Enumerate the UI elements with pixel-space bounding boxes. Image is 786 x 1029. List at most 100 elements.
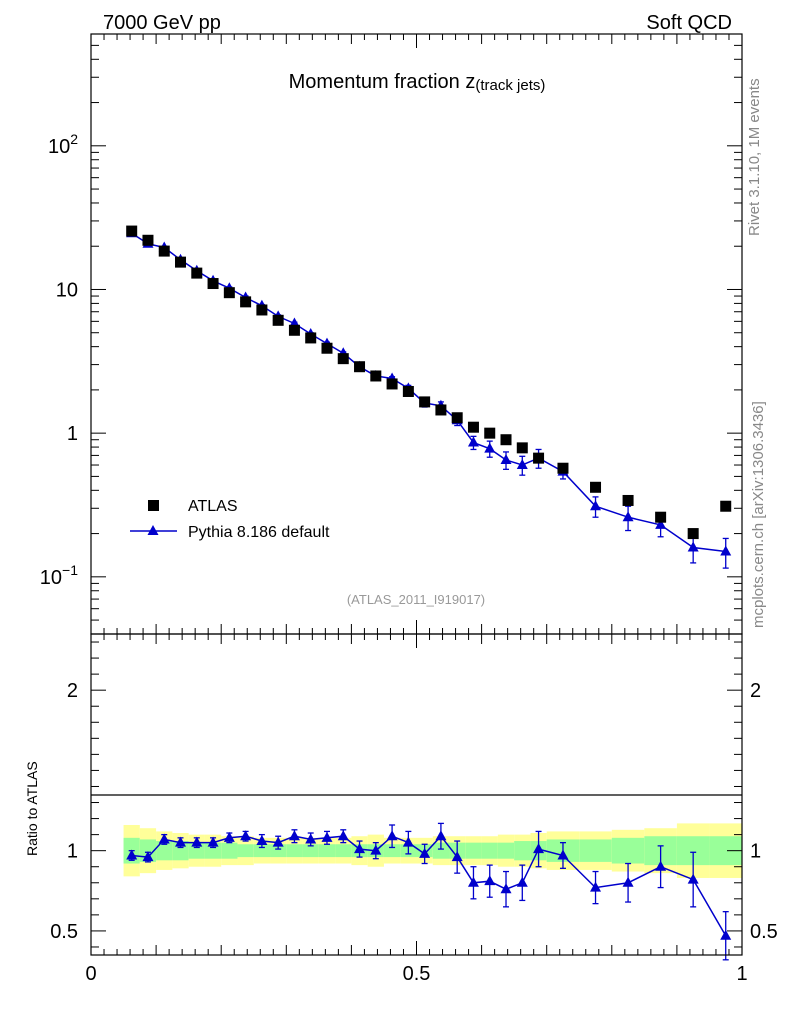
main-y-tick-label: 10−1 [40, 562, 78, 589]
ratio-band-inner [514, 841, 531, 861]
ratio-point [419, 847, 431, 858]
main-title: Momentum fraction z(track jets) [289, 71, 546, 94]
atlas-point [467, 421, 479, 433]
ratio-y-tick-label-right: 0.5 [750, 921, 778, 943]
atlas-point [435, 404, 447, 416]
atlas-point [402, 385, 414, 397]
ratio-point [402, 836, 414, 847]
atlas-point [419, 396, 431, 408]
ratio-panel: 0.5 0.51 12 20 0.5 1 Ratio to ATLAS [24, 633, 778, 985]
atlas-point [590, 481, 602, 493]
ratio-point [256, 835, 268, 846]
ratio-point [223, 831, 235, 842]
ratio-point [467, 876, 479, 887]
ratio-band-inner [579, 839, 612, 862]
ratio-point [533, 843, 545, 854]
pythia-point [500, 454, 512, 465]
atlas-point [386, 378, 398, 390]
pythia-point [622, 511, 634, 522]
main-y-tick-label: 1 [67, 423, 78, 445]
atlas-point [207, 278, 219, 290]
ratio-point [158, 833, 170, 844]
ratio-y-tick-label-right: 2 [750, 680, 761, 702]
atlas-point [687, 528, 699, 540]
atlas-point [655, 511, 667, 523]
ratio-point [126, 849, 138, 860]
atlas-point [240, 296, 252, 308]
main-y-tick-label-exponent: −1 [62, 562, 78, 578]
ratio-y-tick-label-right: 1 [750, 841, 761, 863]
ratio-point [321, 831, 333, 842]
ratio-axes: 0.5 0.51 12 20 0.5 1 [50, 633, 778, 985]
ratio-point [337, 830, 349, 841]
ratio-point [687, 873, 699, 884]
atlas-point [557, 462, 569, 474]
ratio-band-inner [611, 837, 645, 864]
ratio-point [305, 833, 317, 844]
ratio-point [354, 843, 366, 854]
process-label: Soft QCD [646, 12, 732, 34]
main-title-subscript: (track jets) [475, 77, 545, 94]
ratio-band-inner [432, 842, 450, 859]
analysis-id: (ATLAS_2011_I919017) [347, 592, 485, 607]
atlas-point [533, 452, 545, 464]
ratio-point [720, 929, 732, 940]
ratio-point [655, 860, 667, 871]
ratio-point [142, 851, 154, 862]
ratio-point [288, 830, 300, 841]
atlas-point [288, 324, 300, 336]
ratio-point [207, 836, 219, 847]
pythia-point [720, 545, 732, 556]
ratio-band-inner [204, 842, 222, 859]
atlas-point [126, 225, 138, 237]
atlas-point [337, 353, 349, 365]
main-y-tick-label: 10 [56, 279, 78, 301]
ratio-point [622, 876, 634, 887]
pythia-point [687, 541, 699, 552]
atlas-point [622, 494, 634, 506]
atlas-point [484, 427, 496, 439]
ratio-point [386, 830, 398, 841]
atlas-point [516, 442, 528, 454]
atlas-point [191, 267, 203, 279]
main-panel: Momentum fraction z(track jets) (ATLAS_2… [40, 33, 743, 635]
atlas-point [175, 256, 187, 268]
source-note: mcplots.cern.ch [arXiv:1306.3436] [750, 401, 767, 628]
ratio-y-tick-label-left: 0.5 [50, 921, 78, 943]
pythia-point [516, 459, 528, 470]
main-y-tick-label-base: 10 [56, 279, 78, 301]
ratio-point [590, 881, 602, 892]
ratio-band-inner [270, 844, 287, 858]
ratio-point [484, 875, 496, 886]
ratio-band-inner [465, 842, 482, 859]
ratio-band-inner [481, 842, 498, 859]
ratio-band-inner [383, 844, 401, 858]
ratio-x-tick-label: 0 [85, 963, 96, 985]
atlas-point [720, 500, 732, 512]
atlas-point [223, 287, 235, 299]
ratio-point [451, 851, 463, 862]
atlas-point [305, 332, 317, 344]
legend-pythia-marker [147, 525, 159, 535]
pythia-point [484, 442, 496, 453]
ratio-band-inner [497, 842, 515, 859]
atlas-point [500, 434, 512, 446]
atlas-point [272, 314, 284, 326]
ratio-band-inner [286, 844, 303, 858]
main-title-text: Momentum fraction z [289, 71, 476, 93]
pythia-point [467, 436, 479, 447]
ratio-point [435, 830, 447, 841]
ratio-band-inner [237, 844, 254, 858]
legend: ATLAS Pythia 8.186 default [130, 498, 330, 541]
atlas-point [370, 370, 382, 382]
ratio-band-inner [253, 844, 271, 858]
ratio-band-inner [221, 842, 238, 859]
legend-atlas-label: ATLAS [188, 498, 238, 515]
side-info: Rivet 3.1.10, 1M events [746, 78, 763, 236]
ratio-point [175, 836, 187, 847]
ratio-ylabel: Ratio to ATLAS [24, 761, 40, 856]
ratio-band-inner [302, 844, 319, 858]
atlas-point [256, 304, 268, 316]
